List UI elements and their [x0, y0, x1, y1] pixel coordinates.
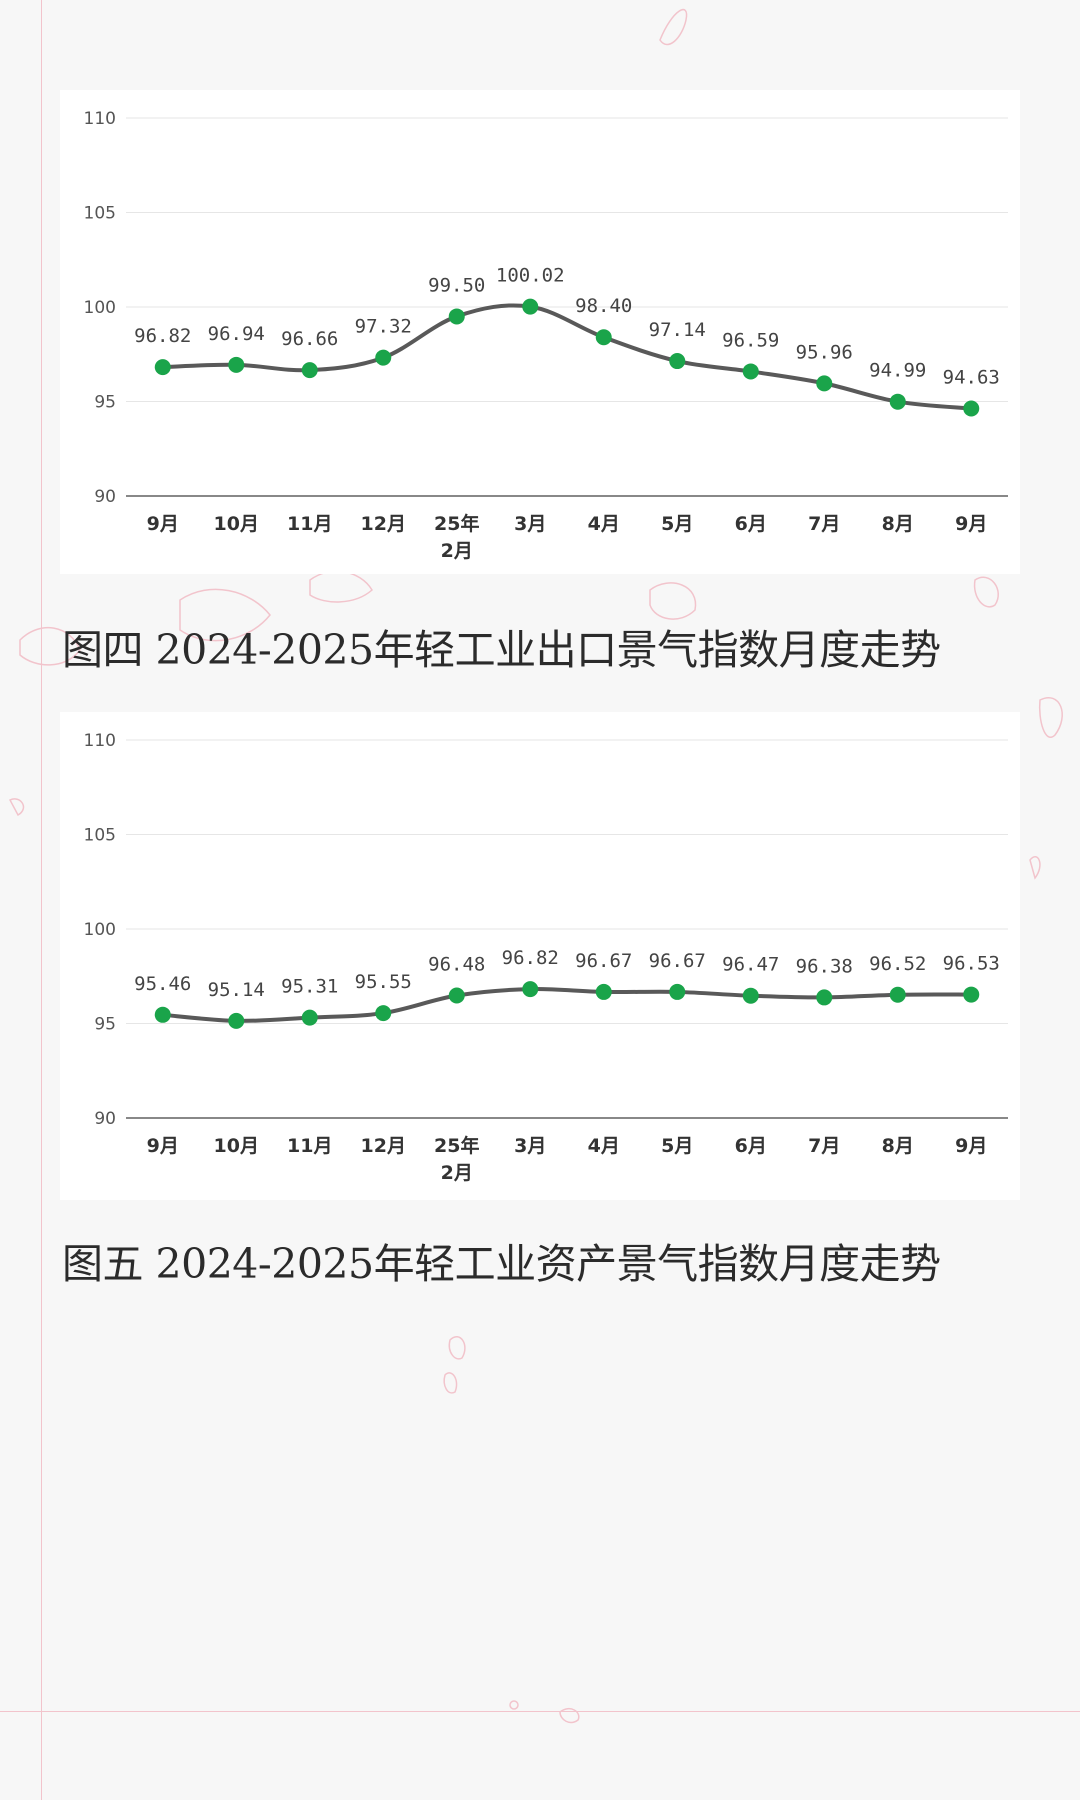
- data-point: [963, 986, 980, 1003]
- x-tick-label: 8月: [882, 513, 914, 535]
- x-tick-label: 4月: [588, 513, 620, 535]
- data-point: [154, 1006, 171, 1023]
- data-point: [889, 986, 906, 1003]
- data-point: [742, 987, 759, 1004]
- x-tick-label: 9月: [955, 513, 987, 535]
- data-label: 95.31: [281, 976, 338, 998]
- x-tick-label: 3月: [514, 1135, 546, 1157]
- data-point: [301, 1009, 318, 1026]
- x-tick-label: 11月: [287, 513, 332, 535]
- data-label: 95.46: [134, 973, 191, 995]
- x-tick-label: 11月: [287, 1135, 332, 1157]
- x-tick-label: 8月: [882, 1135, 914, 1157]
- figure-caption-export-index: 图四 2024-2025年轻工业出口景气指数月度走势: [62, 626, 941, 674]
- data-point: [375, 349, 392, 366]
- x-tick-label: 9月: [147, 1135, 179, 1157]
- x-tick-label: 4月: [588, 1135, 620, 1157]
- data-point: [669, 353, 686, 370]
- y-tick-label: 110: [84, 109, 116, 129]
- line-chart-asset-index: 110 105 100 95 90 9月 10月 11月 12月 25年 2月 3月 4月 5月 6月 7月 8…: [84, 731, 1008, 1184]
- data-label: 95.14: [208, 979, 265, 1001]
- data-point: [522, 981, 539, 998]
- x-tick-label: 9月: [955, 1135, 987, 1157]
- data-point: [154, 359, 171, 376]
- y-tick-label: 95: [94, 393, 116, 413]
- data-label: 96.38: [796, 955, 853, 977]
- data-point: [816, 375, 833, 392]
- data-label: 96.67: [575, 950, 632, 972]
- data-point: [228, 356, 245, 373]
- x-tick-label: 10月: [214, 1135, 259, 1157]
- data-label: 97.14: [649, 319, 706, 341]
- data-label: 100.02: [496, 265, 565, 287]
- y-tick-label: 90: [94, 487, 116, 507]
- data-label: 96.59: [722, 329, 779, 351]
- x-tick-label: 7月: [808, 513, 840, 535]
- y-tick-label: 95: [94, 1015, 116, 1035]
- x-tick-label: 12月: [361, 513, 406, 535]
- data-point: [595, 983, 612, 1000]
- x-tick-label: 25年 2月: [434, 1134, 479, 1184]
- data-label: 99.50: [428, 274, 485, 296]
- x-tick-label: 12月: [361, 1135, 406, 1157]
- data-point: [448, 308, 465, 325]
- data-label: 96.53: [943, 953, 1000, 975]
- data-point: [595, 329, 612, 346]
- figure-caption-asset-index: 图五 2024-2025年轻工业资产景气指数月度走势: [62, 1240, 941, 1288]
- y-tick-label: 100: [84, 298, 116, 318]
- data-label: 97.32: [355, 316, 412, 338]
- data-label: 95.96: [796, 341, 853, 363]
- data-label: 96.94: [208, 323, 265, 345]
- data-label: 94.99: [869, 360, 926, 382]
- chart-panel-asset-index: 110 105 100 95 90 9月 10月 11月 12月 25年 2月 3月 4月 5月 6月 7月 8…: [60, 712, 1020, 1200]
- data-point: [228, 1012, 245, 1029]
- y-tick-label: 105: [84, 826, 116, 846]
- data-point: [375, 1005, 392, 1022]
- chart-panel-export-index: 110 105 100 95 90 9月 10月 11月 12月 25年 2月 3月 4月 5月 6月 7月 8…: [60, 90, 1020, 574]
- x-tick-label: 3月: [514, 513, 546, 535]
- decorative-margin-line: [41, 0, 42, 1800]
- data-label: 96.52: [869, 953, 926, 975]
- data-point: [742, 363, 759, 380]
- x-tick-label: 10月: [214, 513, 259, 535]
- data-point: [816, 989, 833, 1006]
- x-tick-label: 9月: [147, 513, 179, 535]
- y-tick-label: 105: [84, 204, 116, 224]
- decorative-bottom-line: [0, 1711, 1080, 1712]
- data-point: [522, 298, 539, 315]
- x-tick-label: 7月: [808, 1135, 840, 1157]
- x-tick-label: 5月: [661, 1135, 693, 1157]
- data-label: 98.40: [575, 295, 632, 317]
- line-chart-export-index: 110 105 100 95 90 9月 10月 11月 12月 25年 2月 3月 4月 5月 6月 7月 8…: [84, 109, 1008, 562]
- y-tick-label: 100: [84, 920, 116, 940]
- data-point: [448, 987, 465, 1004]
- data-label: 96.66: [281, 328, 338, 350]
- data-label: 94.63: [943, 366, 1000, 388]
- x-tick-label: 6月: [735, 1135, 767, 1157]
- data-point: [301, 362, 318, 379]
- data-point: [669, 983, 686, 1000]
- data-point: [963, 400, 980, 417]
- data-label: 96.82: [502, 947, 559, 969]
- x-tick-label: 5月: [661, 513, 693, 535]
- x-tick-label: 25年 2月: [434, 512, 479, 562]
- x-tick-label: 6月: [735, 513, 767, 535]
- y-tick-label: 90: [94, 1109, 116, 1129]
- data-label: 96.47: [722, 954, 779, 976]
- y-tick-label: 110: [84, 731, 116, 751]
- data-point: [889, 393, 906, 410]
- data-label: 96.67: [649, 950, 706, 972]
- data-label: 96.48: [428, 954, 485, 976]
- data-label: 96.82: [134, 325, 191, 347]
- data-label: 95.55: [355, 971, 412, 993]
